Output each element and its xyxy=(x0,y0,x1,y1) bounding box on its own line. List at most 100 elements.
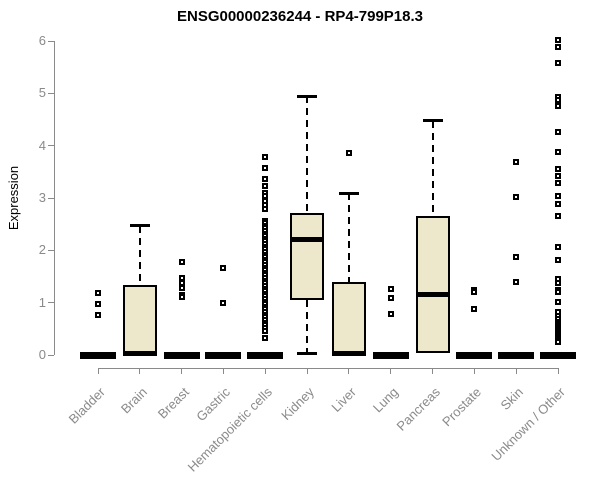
outlier-point xyxy=(555,166,562,173)
x-axis-tick xyxy=(306,368,308,374)
outlier-point xyxy=(555,244,562,251)
x-axis-tick xyxy=(181,368,183,374)
whisker-cap-upper xyxy=(338,191,359,195)
outlier-point xyxy=(555,44,562,51)
box xyxy=(290,213,325,301)
y-tick-label: 2 xyxy=(38,242,46,258)
y-axis-tick xyxy=(48,197,54,199)
x-axis-tick xyxy=(557,368,559,374)
y-tick-label: 4 xyxy=(38,137,46,153)
collapsed-box xyxy=(540,351,577,359)
y-tick-label: 5 xyxy=(38,85,46,101)
y-axis-tick xyxy=(48,302,54,304)
y-axis-tick xyxy=(48,145,54,147)
x-axis-tick xyxy=(222,368,224,374)
outlier-point xyxy=(555,289,562,296)
collapsed-box xyxy=(205,351,242,359)
whisker-lower xyxy=(306,300,309,354)
outlier-point xyxy=(555,279,562,286)
outlier-point xyxy=(387,286,394,293)
outlier-point xyxy=(555,59,562,66)
x-axis-tick xyxy=(97,368,99,374)
outlier-point xyxy=(178,285,185,291)
x-axis-tick xyxy=(473,368,475,374)
outlier-point xyxy=(555,193,562,200)
box xyxy=(122,285,157,355)
outlier-point xyxy=(262,153,269,160)
chart-title: ENSG00000236244 - RP4-799P18.3 xyxy=(176,8,423,25)
outlier-point xyxy=(555,212,562,219)
outlier-point xyxy=(262,183,269,190)
whisker-upper xyxy=(138,225,141,286)
whisker-cap-upper xyxy=(422,119,443,123)
outlier-point xyxy=(178,258,185,265)
outlier-point xyxy=(220,300,227,307)
collapsed-box xyxy=(372,351,409,359)
outlier-point xyxy=(513,254,520,261)
whisker-upper xyxy=(431,120,434,216)
outlier-point xyxy=(262,328,269,335)
outlier-point xyxy=(513,193,520,200)
outlier-point xyxy=(555,149,562,156)
outlier-point xyxy=(220,264,227,271)
outlier-point xyxy=(387,311,394,318)
box xyxy=(415,215,450,353)
outlier-point xyxy=(178,294,185,301)
collapsed-box xyxy=(498,351,535,359)
outlier-point xyxy=(513,278,520,285)
y-axis-line xyxy=(54,41,55,355)
median-line xyxy=(122,351,157,357)
median-line xyxy=(415,292,450,298)
outlier-point xyxy=(262,335,269,342)
y-tick-label: 3 xyxy=(38,190,46,205)
outlier-point xyxy=(387,295,394,302)
y-axis-tick xyxy=(48,92,54,94)
outlier-point xyxy=(345,149,352,156)
x-axis-line xyxy=(98,368,560,369)
outlier-point xyxy=(471,305,478,312)
whisker-cap-lower xyxy=(297,351,318,355)
outlier-point xyxy=(555,179,562,186)
outlier-point xyxy=(555,298,562,305)
whisker-cap-upper xyxy=(297,94,318,98)
x-axis-tick xyxy=(139,368,141,374)
outlier-point xyxy=(555,201,562,208)
collapsed-box xyxy=(80,351,116,359)
y-tick-label: 0 xyxy=(38,347,46,362)
y-tick-label: 6 xyxy=(38,33,46,48)
outlier-point xyxy=(555,256,562,263)
whisker-cap-upper xyxy=(129,224,150,228)
y-axis-tick xyxy=(48,40,54,42)
x-axis-tick xyxy=(348,368,350,374)
y-axis-tick xyxy=(48,354,54,356)
outlier-point xyxy=(95,312,101,319)
outlier-point xyxy=(471,288,478,295)
box xyxy=(331,281,366,355)
outlier-point xyxy=(555,102,562,109)
y-axis-tick xyxy=(48,249,54,251)
outlier-point xyxy=(262,205,269,212)
outlier-point xyxy=(95,301,101,308)
x-axis-tick xyxy=(432,368,434,374)
outlier-point xyxy=(95,289,101,296)
outlier-point xyxy=(262,176,269,183)
outlier-point xyxy=(555,128,562,135)
collapsed-box xyxy=(456,351,493,359)
x-axis-tick xyxy=(264,368,266,374)
collapsed-box xyxy=(247,351,284,359)
x-axis-tick xyxy=(390,368,392,374)
y-tick-label: 1 xyxy=(38,294,46,310)
whisker-upper xyxy=(306,96,309,214)
outlier-point xyxy=(513,158,520,165)
outlier-point xyxy=(178,275,185,282)
outlier-point xyxy=(555,173,562,180)
x-axis-tick xyxy=(515,368,517,374)
outlier-point xyxy=(555,338,562,345)
median-line xyxy=(290,237,325,243)
median-line xyxy=(331,351,366,357)
outlier-point xyxy=(555,37,562,44)
whisker-upper xyxy=(347,193,350,282)
outlier-point xyxy=(262,165,269,172)
outlier-point xyxy=(555,96,562,103)
